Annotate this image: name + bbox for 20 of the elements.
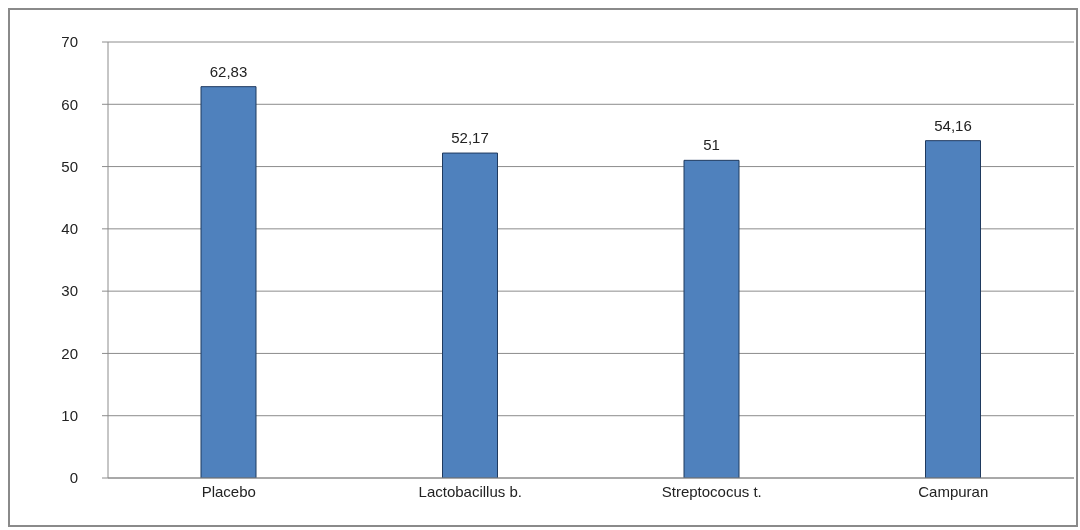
x-tick-label: Campuran	[918, 482, 989, 500]
bar	[925, 140, 981, 478]
y-tick-label: 30	[61, 282, 78, 300]
y-tick-label: 50	[61, 157, 78, 175]
y-tick-label: 20	[61, 344, 78, 362]
y-tick-label: 40	[61, 220, 78, 238]
y-tick-label: 10	[61, 407, 78, 425]
y-tick-label: 70	[61, 33, 78, 51]
x-tick-label: Placebo	[201, 482, 256, 500]
bar	[200, 86, 257, 478]
y-tick-label: 0	[69, 469, 78, 487]
data-label: 54,16	[934, 116, 972, 134]
y-tick-label: 60	[61, 95, 78, 113]
bar	[442, 152, 498, 478]
data-label: 52,17	[451, 129, 489, 147]
data-label: 51	[703, 136, 720, 154]
x-tick-label: Lactobacillus b.	[418, 482, 522, 500]
x-tick-label: Streptococus t.	[661, 482, 762, 500]
data-label: 62,83	[209, 62, 248, 80]
bar	[683, 159, 740, 478]
